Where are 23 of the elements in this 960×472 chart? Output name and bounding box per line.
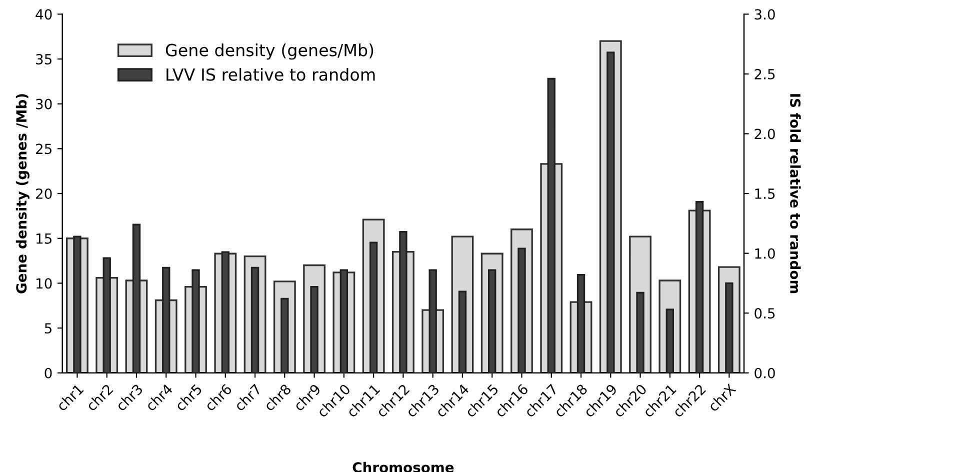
legend-label: Gene density (genes/Mb) bbox=[166, 44, 374, 60]
y2-tick-label: 2.5 bbox=[754, 68, 775, 80]
y-tick-label: 20 bbox=[36, 188, 52, 199]
bar bbox=[636, 292, 644, 373]
y-tick-label: 25 bbox=[36, 144, 52, 154]
y2-axis-title: IS fold relative to random bbox=[790, 94, 801, 294]
y2-tick-label: 1.0 bbox=[755, 248, 775, 259]
y-tick-label: 15 bbox=[36, 234, 52, 244]
y2-tick-label: 0.0 bbox=[754, 368, 775, 378]
y-tick-label: 30 bbox=[36, 98, 52, 110]
bar bbox=[666, 308, 674, 373]
y-tick-label: 35 bbox=[36, 54, 52, 64]
bar bbox=[458, 290, 467, 373]
legend-label: LVV IS relative to random bbox=[166, 68, 375, 81]
y-tick-label: 5 bbox=[44, 323, 52, 334]
y2-tick-label: 2.0 bbox=[754, 128, 775, 140]
y2-tick-label: 3.0 bbox=[754, 9, 775, 20]
y2-tick-label: 1.5 bbox=[755, 188, 775, 199]
y-tick-label: 0 bbox=[44, 368, 52, 378]
y-axis-title: Gene density (genes /Mb) bbox=[16, 94, 30, 294]
y2-tick-label: 0.5 bbox=[754, 308, 775, 319]
y-tick-label: 40 bbox=[36, 9, 52, 20]
y-tick-label: 10 bbox=[36, 278, 52, 289]
